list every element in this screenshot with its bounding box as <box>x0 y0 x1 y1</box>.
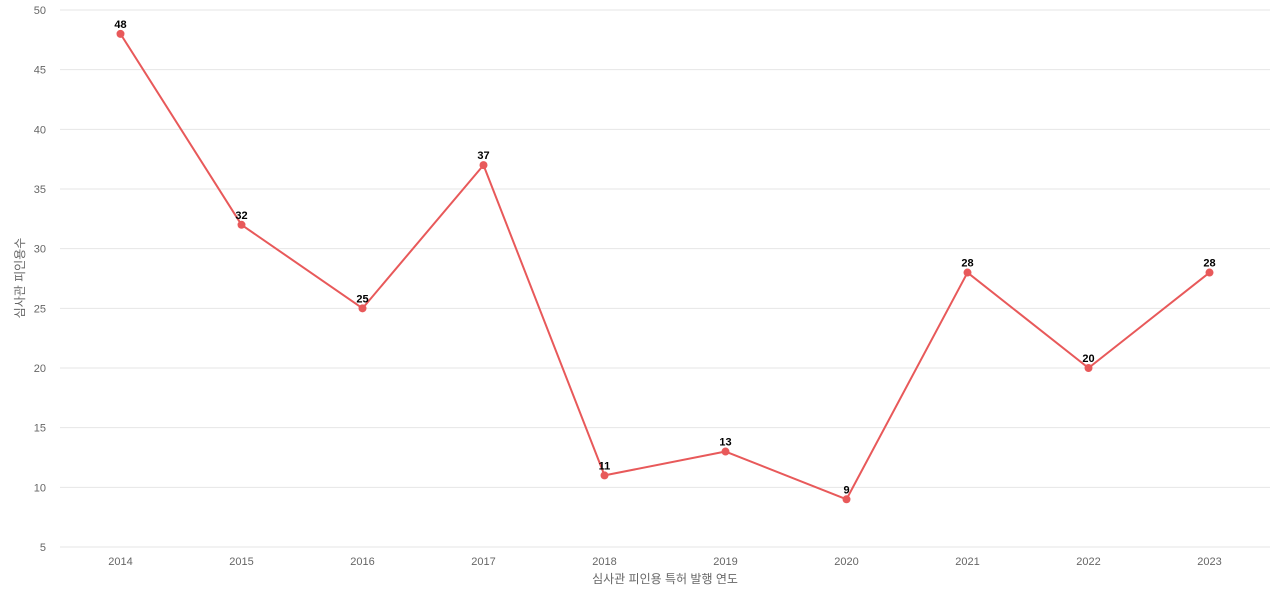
data-label: 28 <box>961 258 973 270</box>
data-label: 13 <box>719 437 731 449</box>
x-tick-label: 2017 <box>471 556 495 568</box>
data-labels: 48 32 25 37 11 13 9 28 20 28 <box>114 19 1215 496</box>
y-tick-label: 25 <box>34 303 46 315</box>
x-tick-label: 2020 <box>834 556 858 568</box>
data-label: 32 <box>235 210 247 222</box>
series-line-group <box>116 29 1214 504</box>
data-point <box>358 304 367 313</box>
data-point <box>963 268 972 277</box>
data-point <box>842 495 851 504</box>
x-tick-label: 2018 <box>592 556 616 568</box>
y-tick-label: 35 <box>34 184 46 196</box>
data-label: 28 <box>1203 258 1215 270</box>
data-label: 25 <box>356 293 368 305</box>
data-label: 9 <box>843 484 849 496</box>
y-tick-label: 20 <box>34 363 46 375</box>
x-tick-label: 2021 <box>955 556 979 568</box>
x-tick-label: 2014 <box>108 556 132 568</box>
y-tick-label: 10 <box>34 482 46 494</box>
data-point <box>116 29 125 38</box>
x-tick-label: 2023 <box>1197 556 1221 568</box>
y-tick-label: 50 <box>34 5 46 17</box>
data-point <box>721 447 730 456</box>
data-label: 20 <box>1082 353 1094 365</box>
y-tick-label: 15 <box>34 423 46 435</box>
x-axis-title: 심사관 피인용 특허 발행 연도 <box>592 571 738 586</box>
y-tick-label: 30 <box>34 244 46 256</box>
x-tick-label: 2022 <box>1076 556 1100 568</box>
y-axis-ticks: 5 10 15 20 25 30 35 40 45 50 <box>34 5 46 554</box>
x-tick-label: 2019 <box>713 556 737 568</box>
gridlines <box>60 9 1270 548</box>
data-label: 48 <box>114 19 126 31</box>
y-tick-label: 40 <box>34 124 46 136</box>
data-point <box>600 471 609 480</box>
x-axis-ticks: 2014 2015 2016 2017 2018 2019 2020 2021 2022 2023 <box>108 556 1221 568</box>
y-tick-label: 45 <box>34 65 46 77</box>
y-tick-label: 5 <box>40 542 46 554</box>
x-tick-label: 2016 <box>350 556 374 568</box>
data-point <box>1084 364 1093 372</box>
data-label: 37 <box>477 150 489 162</box>
data-point <box>479 161 488 170</box>
data-point <box>237 220 246 229</box>
data-point <box>1205 268 1214 277</box>
series-line <box>119 33 1211 501</box>
data-label: 11 <box>599 460 611 472</box>
y-axis-title: 심사관 피인용수 <box>13 238 27 319</box>
x-tick-label: 2015 <box>229 556 253 568</box>
